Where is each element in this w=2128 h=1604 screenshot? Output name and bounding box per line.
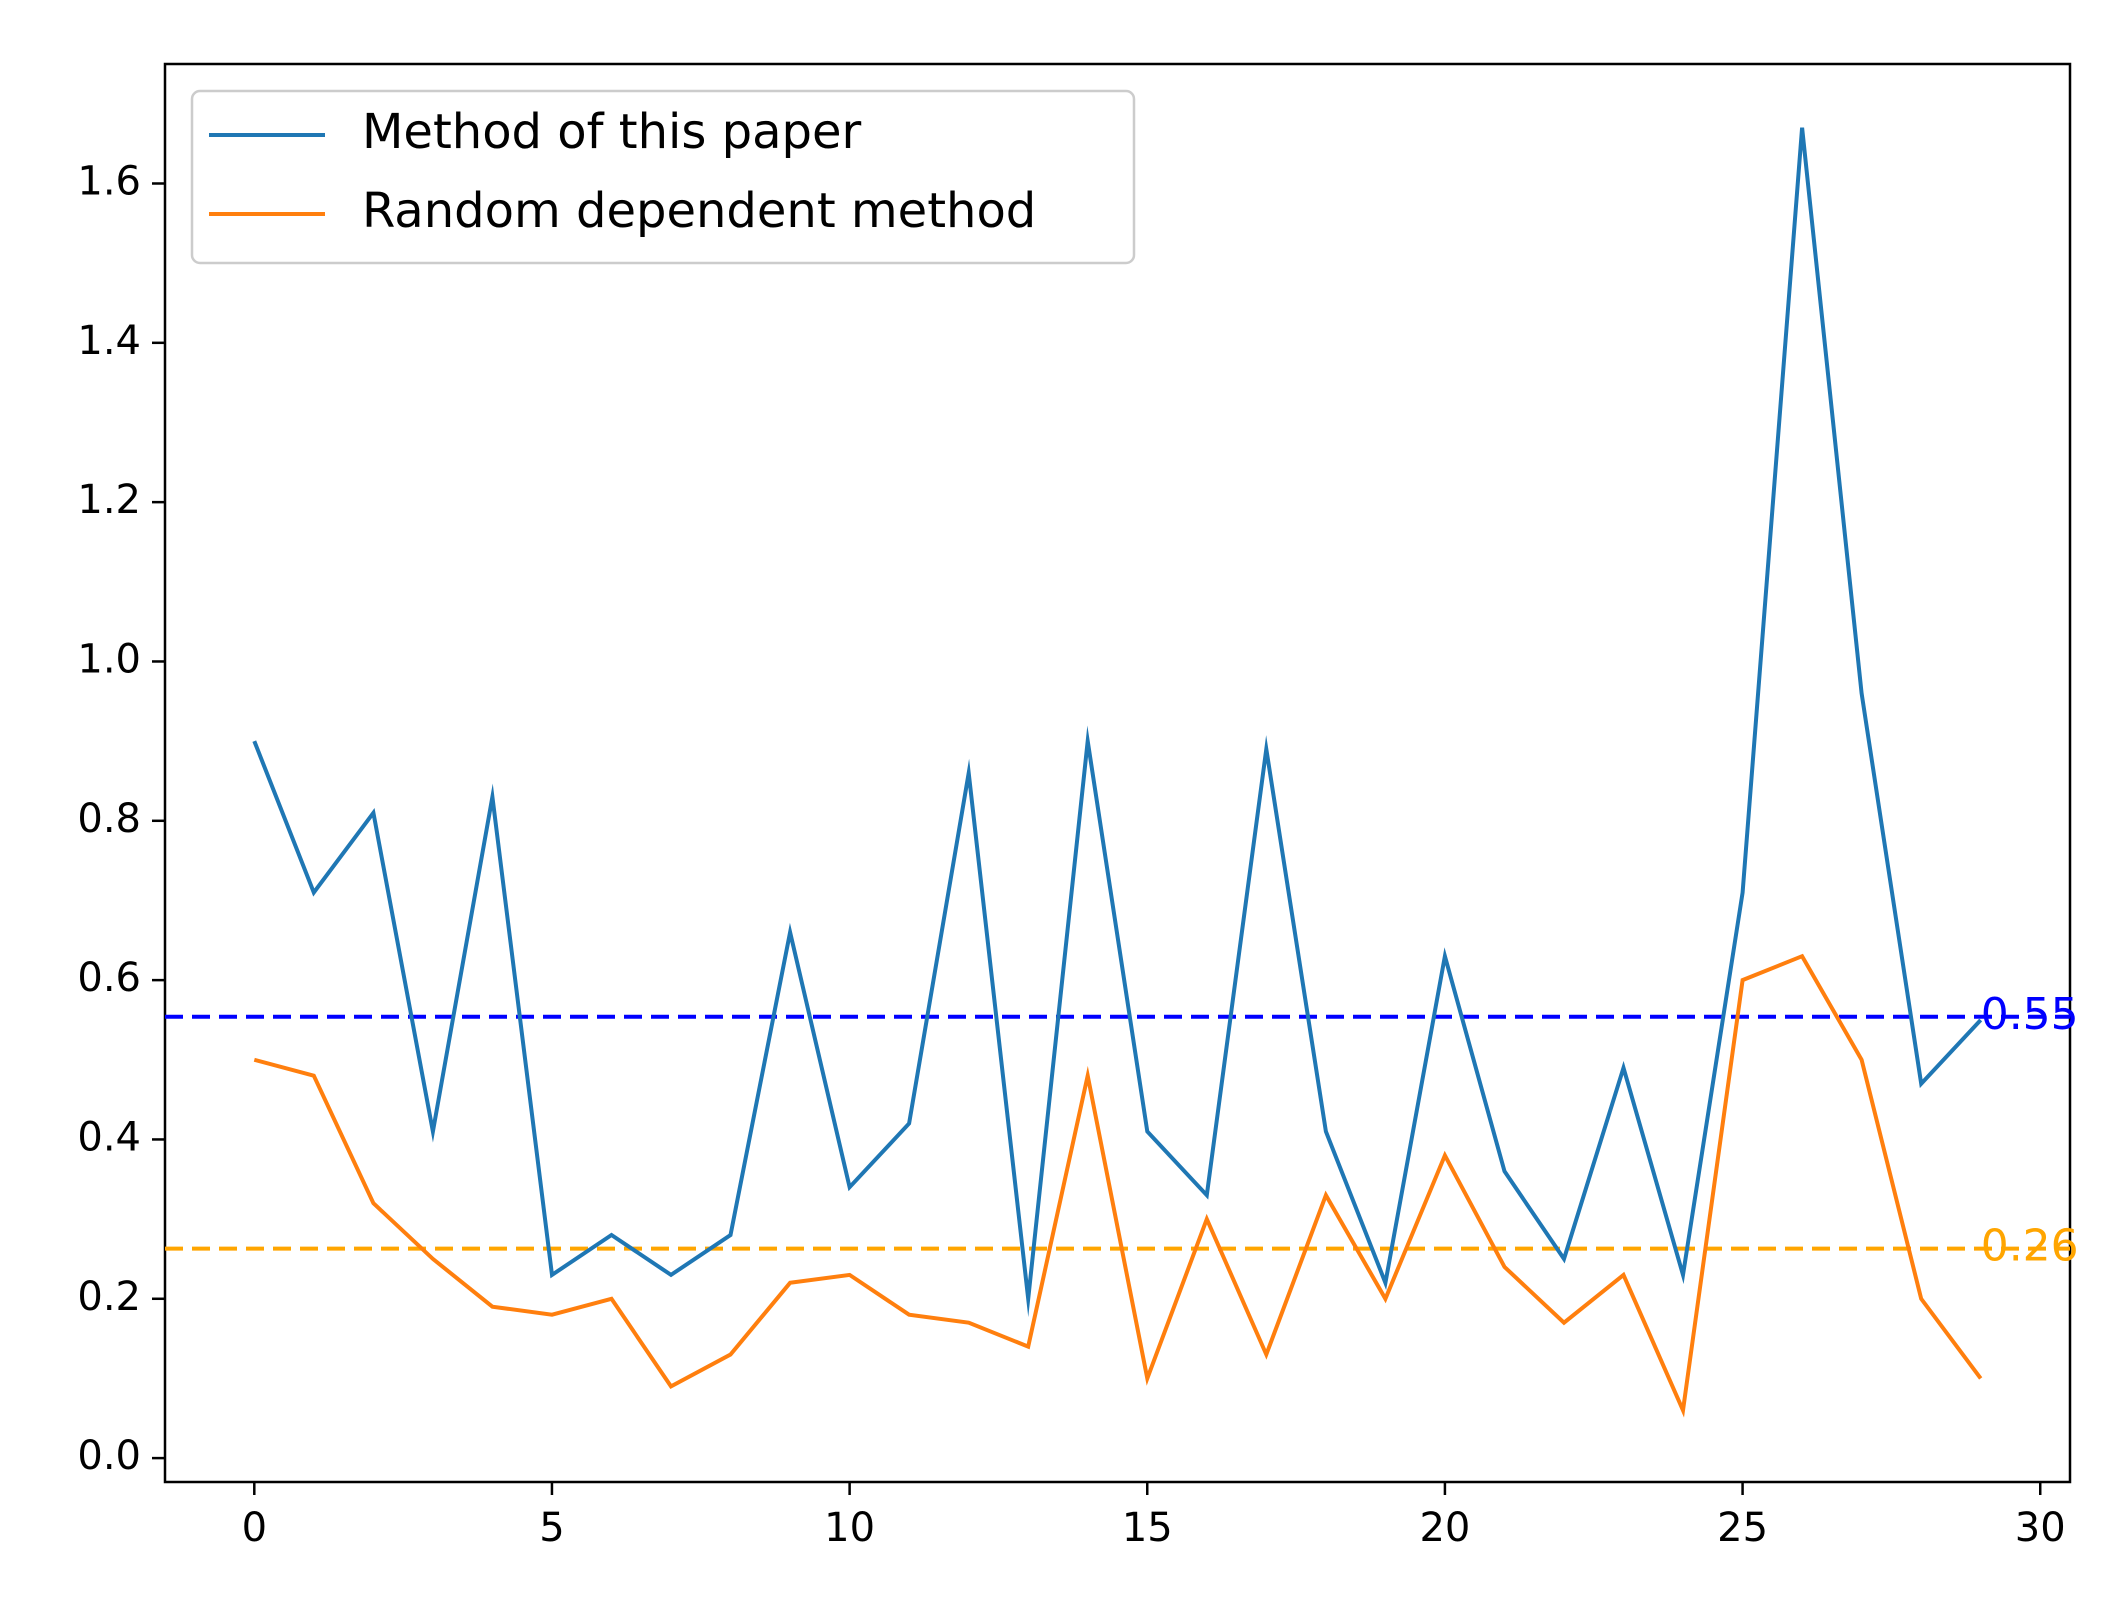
series-line-1 xyxy=(253,953,1983,1418)
legend-label-1: Random dependent method xyxy=(362,183,1036,239)
reference-line-label-1: 0.26 xyxy=(1981,1221,2079,1272)
x-tick-label: 20 xyxy=(1419,1505,1470,1551)
y-tick-label: 0.6 xyxy=(77,955,141,1001)
y-tick-label: 0.0 xyxy=(77,1433,141,1479)
y-tick-label: 1.4 xyxy=(77,318,141,364)
y-tick-label: 0.4 xyxy=(77,1114,141,1160)
y-tick-label: 1.6 xyxy=(77,158,141,204)
y-tick-label: 1.0 xyxy=(77,636,141,682)
plot-frame xyxy=(163,62,2072,1484)
series-line-0 xyxy=(252,127,1983,1318)
y-tick-label: 0.2 xyxy=(77,1274,141,1320)
reference-lines: 0.55 0.26 xyxy=(165,989,2079,1272)
x-tick-label: 0 xyxy=(242,1505,267,1551)
x-tick-label: 15 xyxy=(1122,1505,1173,1551)
x-tick-label: 5 xyxy=(539,1505,564,1551)
legend-label-0: Method of this paper xyxy=(362,104,862,160)
x-tick-label: 30 xyxy=(2015,1505,2066,1551)
legend-box xyxy=(190,89,1136,265)
x-tick-label: 25 xyxy=(1717,1505,1768,1551)
y-tick-label: 1.2 xyxy=(77,477,141,523)
legend: Method of this paper Random dependent met… xyxy=(190,89,1136,265)
reference-line-label-0: 0.55 xyxy=(1981,989,2079,1040)
series-lines xyxy=(252,127,1983,1418)
x-tick-label: 10 xyxy=(824,1505,875,1551)
y-axis: 0.0 0.2 0.4 0.6 0.8 1.0 1.2 1.4 1.6 xyxy=(77,158,165,1479)
y-tick-label: 0.8 xyxy=(77,796,141,842)
x-axis: 0 5 10 15 20 25 30 xyxy=(242,1482,2066,1551)
